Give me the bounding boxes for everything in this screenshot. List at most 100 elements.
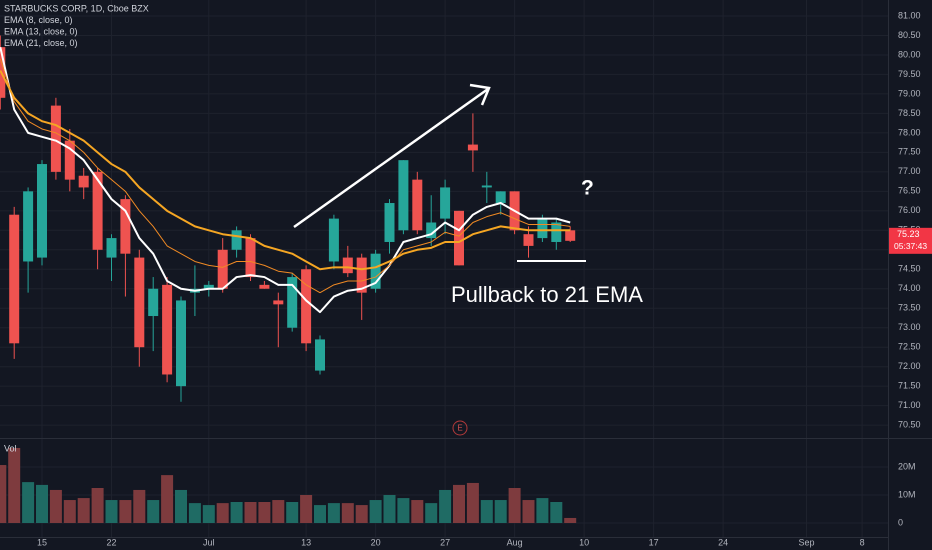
volume-bar xyxy=(383,494,396,523)
y2-tick-label: 0 xyxy=(898,517,903,527)
candle-body xyxy=(523,234,534,246)
arrow-head xyxy=(469,83,491,106)
volume-bar xyxy=(300,494,313,523)
volume-bar xyxy=(230,501,243,523)
annotation-question: ? xyxy=(581,177,594,200)
volume-bar xyxy=(91,487,104,523)
x-tick-label: Sep xyxy=(798,537,814,547)
candle-body xyxy=(467,144,478,151)
grid xyxy=(0,0,888,537)
candle-body xyxy=(273,300,284,305)
candle-body xyxy=(37,164,47,258)
candle-body xyxy=(356,257,367,293)
volume-bar xyxy=(188,503,201,523)
volume-bar xyxy=(8,447,21,523)
volume-bar xyxy=(550,501,563,523)
volume-bar xyxy=(327,503,340,523)
volume-bar xyxy=(286,501,299,523)
candle-body xyxy=(398,160,409,231)
volume-bar xyxy=(0,465,7,523)
volume-bar xyxy=(133,489,146,523)
volume-bar xyxy=(397,498,410,523)
y-tick-label: 78.00 xyxy=(898,127,921,137)
y-tick-label: 76.50 xyxy=(898,186,921,196)
candle-body xyxy=(23,191,34,262)
volume-bar xyxy=(119,500,132,523)
y-tick-label: 71.00 xyxy=(898,400,921,410)
y-tick-label: 71.50 xyxy=(898,381,921,391)
candle-body xyxy=(0,47,6,98)
volume-bar xyxy=(272,500,285,523)
volume-bar xyxy=(161,475,174,523)
volume-bar xyxy=(536,498,549,523)
candle-body xyxy=(440,187,451,219)
volume-bar xyxy=(22,482,35,523)
candle-body xyxy=(231,230,242,250)
candle-body xyxy=(259,284,270,289)
x-tick-label: 10 xyxy=(579,537,589,547)
candle-body xyxy=(384,203,395,242)
candle-body xyxy=(217,249,228,289)
volume-label: Vol xyxy=(4,443,17,453)
y-tick-label: 77.00 xyxy=(898,166,921,176)
x-tick-label: 15 xyxy=(37,537,47,547)
candle-body xyxy=(134,257,145,348)
x-tick-label: Aug xyxy=(507,537,523,547)
y2-tick-label: 10M xyxy=(898,489,916,499)
y-tick-label: 78.50 xyxy=(898,108,921,118)
candle-body xyxy=(64,140,75,180)
x-tick-label: 13 xyxy=(301,537,311,547)
y-tick-label: 74.00 xyxy=(898,283,921,293)
volume-bar xyxy=(77,498,90,523)
x-tick-label: 8 xyxy=(860,537,865,547)
y2-tick-label: 20M xyxy=(898,461,916,471)
candle-body xyxy=(328,218,339,262)
candle-body xyxy=(162,284,173,375)
candle-body xyxy=(9,214,20,344)
volume-bar xyxy=(453,484,465,523)
y-tick-label: 77.50 xyxy=(898,147,921,157)
y-tick-label: 72.00 xyxy=(898,361,921,371)
y-tick-label: 74.50 xyxy=(898,264,921,274)
volume-bar xyxy=(341,503,354,523)
volume-bar xyxy=(439,489,452,523)
y-tick-label: 76.00 xyxy=(898,205,921,215)
volume-bar xyxy=(258,501,271,523)
x-tick-label: 17 xyxy=(649,537,659,547)
y-tick-label: 79.00 xyxy=(898,88,921,98)
volume-bar xyxy=(425,503,438,523)
x-tick-label: 27 xyxy=(440,537,450,547)
x-tick-label: Jul xyxy=(203,537,215,547)
volume-bar xyxy=(314,505,326,523)
volume-bar xyxy=(244,501,257,523)
candle-body xyxy=(412,179,423,231)
volume-bar xyxy=(216,503,229,523)
volume-pane xyxy=(0,447,577,523)
volume-bar xyxy=(564,517,577,523)
y-tick-label: 79.50 xyxy=(898,69,921,79)
annotation-text: Pullback to 21 EMA xyxy=(451,282,643,307)
candle-body xyxy=(481,185,492,188)
chart-title: STARBUCKS CORP, 1D, Cboe BZX xyxy=(4,3,149,13)
volume-bar xyxy=(63,500,76,523)
volume-bar xyxy=(105,500,118,523)
candle-body xyxy=(120,199,131,254)
volume-bar xyxy=(147,500,160,523)
candle-body xyxy=(426,222,437,239)
volume-bar xyxy=(369,500,382,523)
last-price-label: 75.23 xyxy=(897,229,920,239)
earnings-label[interactable]: E xyxy=(457,424,462,433)
legend-entry: EMA (8, close, 0) xyxy=(4,15,73,25)
volume-bar xyxy=(480,500,493,523)
volume-bar xyxy=(494,500,507,523)
y-tick-label: 81.00 xyxy=(898,10,921,20)
volume-bar xyxy=(355,505,368,523)
x-tick-label: 22 xyxy=(106,537,116,547)
candle-body xyxy=(495,191,506,204)
price-badge[interactable] xyxy=(889,227,932,254)
earnings-marker[interactable] xyxy=(452,420,468,436)
volume-bar xyxy=(36,484,48,523)
countdown-label: 05:37:43 xyxy=(894,241,927,251)
